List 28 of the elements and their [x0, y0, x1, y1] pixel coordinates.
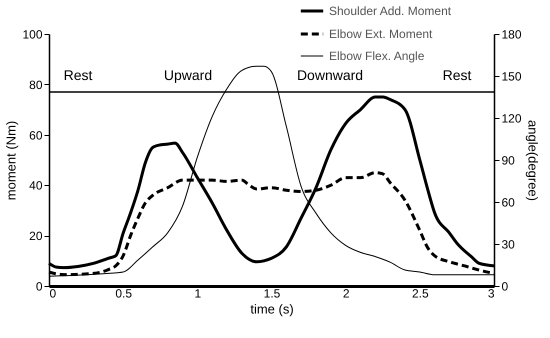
x-tick-label: 0	[50, 286, 56, 300]
y-tick-label: 80	[29, 78, 43, 92]
y-tick-label: 20	[29, 229, 43, 244]
legend-label: Elbow Flex. Angle	[329, 49, 425, 63]
x-tick-label: 0.5	[115, 286, 132, 300]
legend-label: Shoulder Add. Moment	[329, 4, 452, 18]
y2-tick-label: 60	[502, 196, 516, 210]
y-tick-label: 60	[29, 128, 43, 142]
y2-tick-label: 90	[502, 154, 516, 168]
y2-tick-label: 180	[502, 28, 522, 42]
y-tick-label: 40	[29, 178, 43, 193]
y2-tick-label: 150	[502, 70, 522, 84]
x-axis-title: time (s)	[250, 302, 294, 316]
annotation: Upward	[164, 67, 212, 83]
y2-tick-label: 120	[502, 112, 522, 126]
x-tick-label: 2.5	[412, 286, 429, 300]
annotation: Downward	[296, 67, 364, 83]
x-tick-label: 1.5	[264, 286, 281, 300]
x-tick-label: 3	[488, 286, 495, 300]
x-tick-label: 1	[194, 286, 202, 300]
annotation: Rest	[64, 67, 92, 83]
y-tick-label: 100	[22, 28, 43, 42]
annotation: Rest	[442, 67, 472, 83]
y-axis-title: moment (Nm)	[3, 120, 18, 200]
y2-tick-label: 30	[502, 238, 516, 252]
legend-label: Elbow Ext. Moment	[329, 27, 434, 41]
x-tick-label: 2	[342, 286, 350, 300]
y2-axis-title: angle(degree)	[526, 120, 541, 201]
